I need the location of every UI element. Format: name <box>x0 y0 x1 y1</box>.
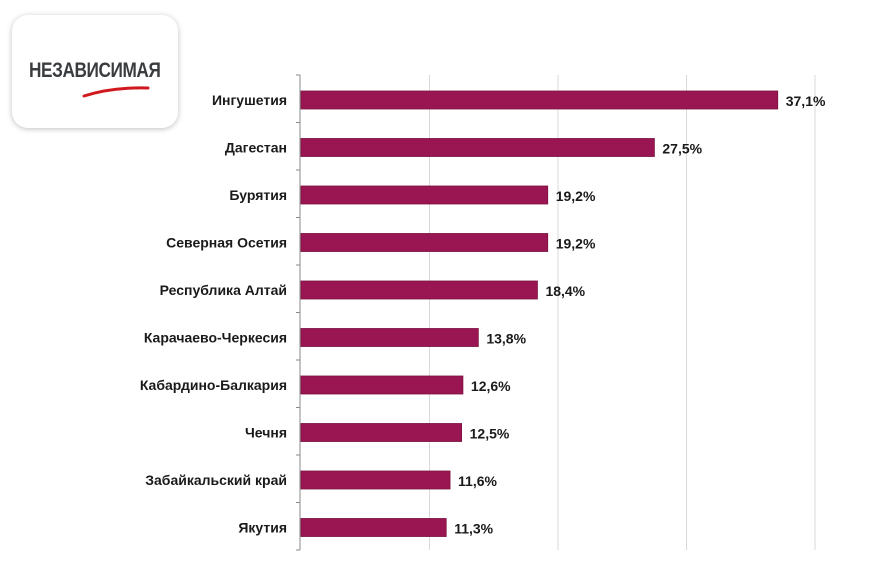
category-label: Бурятия <box>229 187 287 203</box>
bar <box>300 90 779 110</box>
bar <box>300 185 549 205</box>
category-label: Забайкальский край <box>145 472 287 488</box>
category-label: Карачаево-Черкесия <box>144 330 287 346</box>
data-label: 12,6% <box>471 378 511 394</box>
data-label: 19,2% <box>556 236 596 252</box>
data-label: 27,5% <box>662 141 702 157</box>
bar <box>300 138 655 157</box>
data-label: 12,5% <box>470 426 510 442</box>
bar <box>300 280 538 300</box>
bar <box>300 328 479 347</box>
bar <box>300 423 463 442</box>
category-label: Дагестан <box>225 140 287 156</box>
data-label: 18,4% <box>545 283 585 299</box>
category-label: Ингушетия <box>212 92 287 108</box>
category-label: Республика Алтай <box>160 282 287 298</box>
logo-text: НЕЗАВИСИМАЯ <box>29 59 161 82</box>
logo: НЕЗАВИСИМАЯ <box>12 15 178 128</box>
category-label: Якутия <box>238 520 287 536</box>
data-label: 19,2% <box>556 188 596 204</box>
data-label: 37,1% <box>786 93 826 109</box>
category-label: Кабардино-Балкария <box>140 377 287 393</box>
data-label: 11,6% <box>458 473 497 489</box>
data-label: 11,3% <box>454 521 493 537</box>
bar <box>300 518 447 537</box>
category-label: Северная Осетия <box>166 235 287 251</box>
bar <box>300 375 464 395</box>
category-label: Чечня <box>245 425 287 441</box>
logo-swoosh-icon <box>82 86 150 98</box>
bar <box>300 470 451 490</box>
data-label: 13,8% <box>486 331 526 347</box>
bar <box>300 233 549 252</box>
